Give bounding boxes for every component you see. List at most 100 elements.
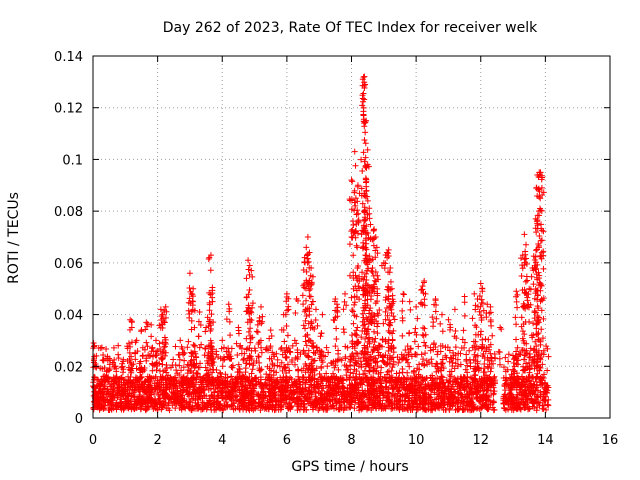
data-point	[421, 296, 428, 303]
y-tick-label: 0.02	[54, 360, 83, 375]
x-tick-label: 6	[283, 433, 291, 448]
data-point	[437, 320, 444, 327]
data-point	[351, 405, 358, 412]
data-point	[317, 351, 324, 358]
data-point	[490, 360, 497, 367]
data-point	[181, 357, 188, 364]
data-point	[477, 312, 484, 319]
data-point	[278, 344, 285, 351]
data-point	[284, 307, 291, 314]
data-point	[225, 301, 232, 308]
data-point	[461, 344, 468, 351]
data-point	[351, 148, 358, 155]
data-point	[303, 244, 310, 251]
data-point	[156, 340, 163, 347]
data-point	[422, 400, 429, 407]
data-point	[221, 402, 228, 409]
data-point	[519, 265, 526, 272]
data-point	[518, 314, 525, 321]
data-point	[198, 341, 205, 348]
data-point	[513, 348, 520, 355]
data-point	[323, 344, 330, 351]
data-point	[489, 332, 496, 339]
data-point	[429, 407, 436, 414]
data-point	[385, 389, 392, 396]
data-point	[247, 325, 254, 332]
data-point	[519, 328, 526, 335]
data-point	[412, 325, 419, 332]
data-point	[318, 365, 325, 372]
data-point	[203, 393, 210, 400]
data-point	[387, 278, 394, 285]
x-tick-label: 4	[218, 433, 226, 448]
data-point	[335, 350, 342, 357]
data-point	[522, 278, 529, 285]
data-point	[534, 331, 541, 338]
data-point	[404, 343, 411, 350]
data-point	[355, 355, 362, 362]
data-point	[374, 330, 381, 337]
data-point	[359, 310, 366, 317]
data-point	[368, 374, 375, 381]
data-point	[419, 283, 426, 290]
data-point	[406, 298, 413, 305]
data-point	[389, 336, 396, 343]
data-point	[461, 293, 468, 300]
data-point	[141, 346, 148, 353]
data-point	[254, 329, 261, 336]
data-point	[343, 372, 350, 379]
data-point	[133, 405, 140, 412]
data-point	[291, 337, 298, 344]
x-tick-label: 16	[602, 433, 619, 448]
data-point	[209, 369, 216, 376]
data-point	[359, 381, 366, 388]
data-point	[172, 343, 179, 350]
data-point	[305, 258, 312, 265]
data-point	[406, 363, 413, 370]
data-point	[247, 339, 254, 346]
data-point	[528, 273, 535, 280]
data-point	[414, 315, 421, 322]
data-point	[393, 370, 400, 377]
data-point	[317, 333, 324, 340]
data-point	[148, 375, 155, 382]
y-tick-label: 0.12	[54, 102, 83, 117]
data-point	[283, 354, 290, 361]
data-point	[302, 325, 309, 332]
data-point	[407, 306, 414, 313]
data-point	[540, 248, 547, 255]
data-point	[243, 275, 250, 282]
data-point	[194, 402, 201, 409]
data-point	[364, 382, 371, 389]
data-point	[411, 338, 418, 345]
data-point	[455, 406, 462, 413]
data-point	[277, 346, 284, 353]
data-point	[349, 307, 356, 314]
y-tick-label: 0.1	[62, 153, 83, 168]
data-point	[421, 277, 428, 284]
data-point	[263, 371, 270, 378]
data-point	[378, 364, 385, 371]
data-point	[359, 405, 366, 412]
data-point	[438, 311, 445, 318]
data-point	[283, 322, 290, 329]
data-point	[420, 324, 427, 331]
data-point	[342, 290, 349, 297]
x-tick-label: 10	[408, 433, 425, 448]
data-point	[471, 290, 478, 297]
data-point	[413, 303, 420, 310]
data-point	[172, 405, 179, 412]
y-tick-label: 0.06	[54, 257, 83, 272]
data-point	[488, 322, 495, 329]
data-point	[454, 356, 461, 363]
data-point	[505, 351, 512, 358]
data-point	[456, 405, 463, 412]
data-point	[447, 373, 454, 380]
data-point	[303, 297, 310, 304]
data-point	[433, 368, 440, 375]
data-point	[478, 328, 485, 335]
data-point	[257, 367, 264, 374]
data-point	[522, 351, 529, 358]
